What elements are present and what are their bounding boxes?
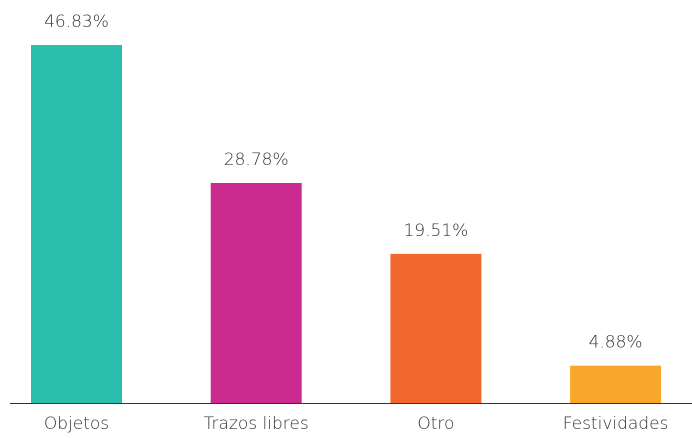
bar: [570, 365, 662, 403]
x-tick-label: Otro: [417, 414, 454, 434]
data-label: 46.83%: [44, 12, 109, 32]
x-tick-label: Objetos: [44, 414, 109, 434]
x-tick-label: Festividades: [563, 414, 669, 434]
data-label: 28.78%: [224, 150, 289, 170]
data-label: 19.51%: [403, 221, 468, 241]
bar: [210, 182, 302, 403]
bar: [390, 253, 482, 403]
data-label: 4.88%: [589, 333, 643, 353]
x-tick-label: Trazos libres: [204, 414, 309, 434]
bar: [31, 45, 122, 403]
